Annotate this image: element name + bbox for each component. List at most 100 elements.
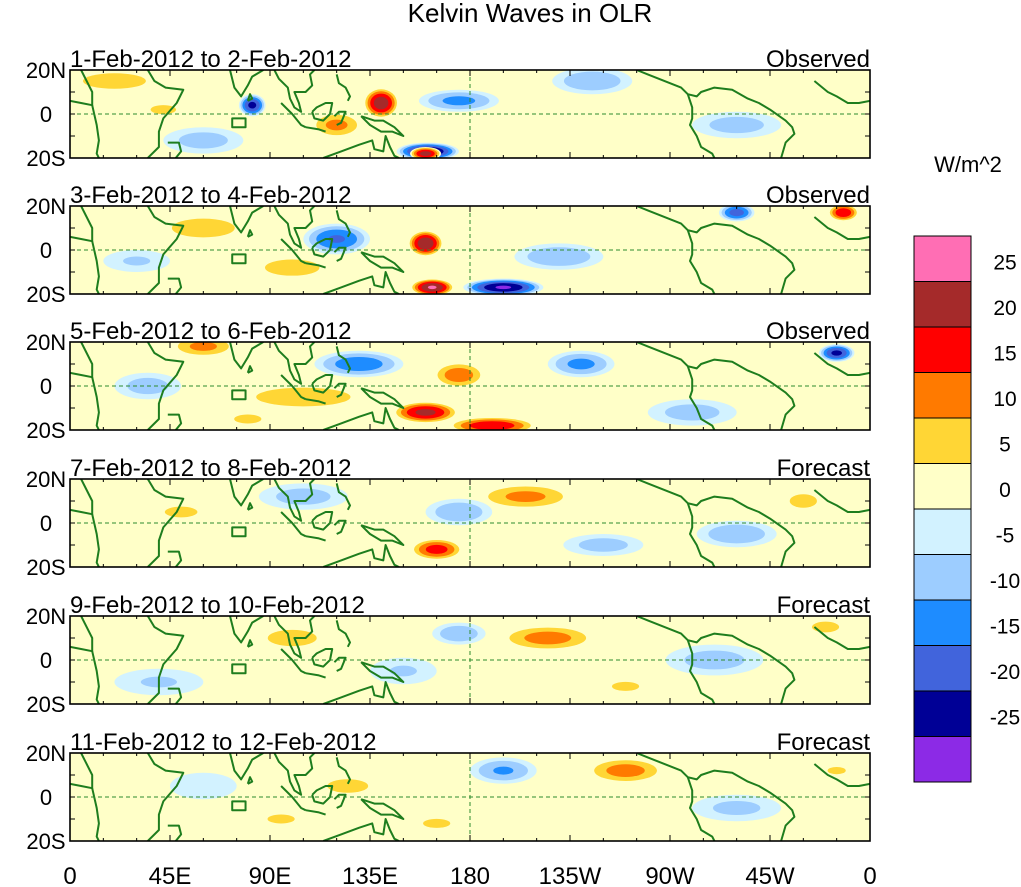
- olr-contour-band: [265, 259, 320, 276]
- coastline: [686, 365, 716, 430]
- coastline: [246, 93, 254, 102]
- olr-contour-band: [665, 404, 720, 421]
- colorbar-tick-label: -15: [990, 616, 1020, 639]
- map-panel: 7-Feb-2012 to 8-Feb-2012 Forecast 20N 0 20S: [26, 455, 871, 580]
- coastline: [311, 238, 334, 258]
- olr-contour-band: [373, 96, 389, 110]
- coastline: [335, 483, 351, 511]
- colorbar-swatch: [913, 736, 972, 783]
- olr-contour-band: [709, 116, 764, 134]
- colorbar-tick-label: 15: [993, 343, 1016, 366]
- panel-status: Forecast: [777, 592, 871, 619]
- colorbar-swatch: [913, 463, 972, 510]
- olr-anomaly-feature: [370, 657, 437, 685]
- y-tick-label: 0: [40, 374, 52, 399]
- coastline: [813, 763, 870, 787]
- olr-contour-band: [335, 356, 383, 372]
- olr-anomaly-feature: [132, 98, 195, 121]
- coastline: [322, 407, 400, 430]
- coastline: [360, 524, 405, 546]
- olr-anomaly-feature: [514, 243, 604, 270]
- olr-contour-band: [325, 119, 348, 131]
- coastline: [91, 787, 101, 841]
- coastline: [813, 216, 870, 240]
- olr-anomaly-feature: [170, 772, 237, 800]
- coastline: [813, 80, 870, 104]
- olr-anomaly-feature: [141, 498, 222, 526]
- panel-status: Observed: [766, 318, 870, 345]
- coastline: [167, 141, 183, 158]
- coastline: [360, 115, 405, 137]
- coastline: [305, 672, 326, 679]
- region-box: [231, 253, 247, 265]
- colorbar-swatch: [913, 599, 972, 646]
- olr-contour-band: [578, 538, 628, 552]
- olr-contour-band: [234, 414, 262, 424]
- y-tick-label: 20N: [26, 467, 66, 492]
- x-tick-label: 0: [863, 863, 876, 887]
- olr-anomaly-feature: [447, 416, 537, 430]
- map-panel: 1-Feb-2012 to 2-Feb-2012 Observed 20N 0 20S: [26, 46, 871, 171]
- panel-plot-area: [70, 479, 870, 567]
- coastline: [167, 687, 183, 704]
- coastline: [636, 206, 796, 294]
- y-tick-label: 0: [40, 648, 52, 673]
- map-panel: 9-Feb-2012 to 10-Feb-2012 Forecast 20N 0 20S: [26, 592, 871, 717]
- coastline: [636, 342, 796, 430]
- coastline: [246, 502, 254, 511]
- coastline: [91, 650, 101, 704]
- olr-contour-band: [470, 421, 515, 430]
- olr-contour-band: [789, 494, 817, 508]
- colorbar-tick-label: 20: [993, 297, 1016, 320]
- y-tick-label: 0: [40, 511, 52, 536]
- coastline: [311, 102, 334, 122]
- colorbar-swatch: [913, 372, 972, 419]
- olr-contour-band: [170, 772, 237, 800]
- coastline: [686, 502, 716, 567]
- olr-contour-band: [425, 544, 448, 554]
- olr-contour-band: [831, 350, 843, 356]
- coastline: [70, 70, 94, 107]
- coastline: [246, 229, 254, 238]
- coastline: [333, 110, 347, 126]
- coastline: [91, 376, 101, 430]
- panel-plot-area: [70, 342, 870, 430]
- coastline: [360, 661, 405, 683]
- coastline: [335, 757, 351, 785]
- coastline: [246, 776, 254, 785]
- coastline: [229, 342, 264, 370]
- coastline: [70, 206, 94, 243]
- olr-contour-band: [606, 764, 645, 777]
- coastline: [280, 102, 307, 129]
- olr-anomaly-feature: [432, 361, 486, 389]
- olr-contour-band: [427, 285, 437, 290]
- y-tick-label: 20S: [26, 282, 65, 307]
- coastline: [305, 809, 326, 816]
- coastline: [146, 616, 185, 704]
- panel-ticks: [69, 341, 871, 431]
- coastline: [636, 479, 796, 567]
- coastline: [167, 277, 183, 294]
- coastline: [686, 93, 716, 158]
- olr-anomaly-feature: [410, 538, 464, 561]
- coastlines: [70, 753, 870, 841]
- olr-anomaly-feature: [163, 127, 244, 154]
- coastline: [322, 544, 400, 567]
- colorbar-swatch: [913, 235, 972, 282]
- olr-contour-band: [267, 814, 295, 824]
- map-panel: 5-Feb-2012 to 6-Feb-2012 Observed 20N 0 20S: [26, 318, 871, 443]
- panel-date-range: 9-Feb-2012 to 10-Feb-2012: [70, 592, 365, 619]
- olr-anomaly-feature: [463, 278, 544, 294]
- olr-anomaly-feature: [585, 757, 666, 784]
- coastline: [322, 681, 400, 704]
- olr-anomaly-feature: [818, 344, 855, 362]
- panel-status: Observed: [766, 182, 870, 209]
- coastline: [360, 251, 405, 273]
- coastline: [305, 398, 326, 405]
- coastline: [146, 479, 185, 567]
- coastlines: [70, 206, 870, 294]
- panel-ticks: [69, 752, 871, 842]
- coastline: [686, 776, 716, 841]
- coastline: [167, 550, 183, 567]
